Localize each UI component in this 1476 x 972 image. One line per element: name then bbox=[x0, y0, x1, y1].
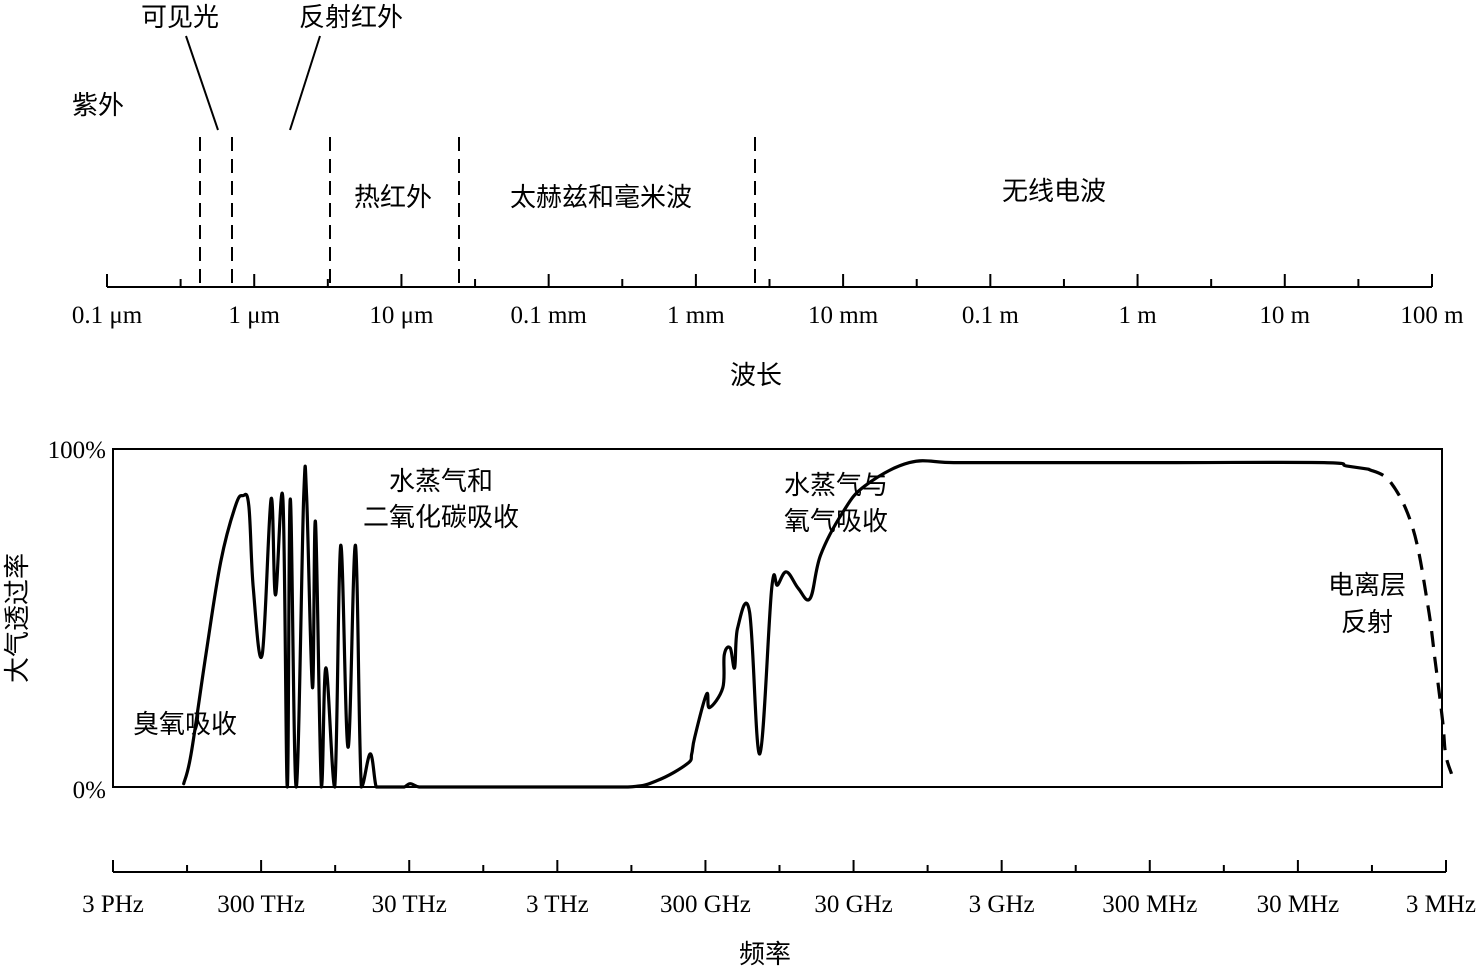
y-tick-label-0: 0% bbox=[73, 777, 106, 804]
thermal-ir-label: 热红外 bbox=[354, 183, 432, 212]
wavelength-tick-label: 1 m bbox=[1118, 302, 1157, 329]
ozone-annotation: 臭氧吸收 bbox=[133, 710, 237, 739]
frequency-tick-label: 30 THz bbox=[372, 891, 447, 918]
band-labels: 紫外 可见光 反射红外 热红外 太赫兹和毫米波 无线电波 bbox=[72, 3, 1106, 212]
wavelength-tick-label: 0.1 m bbox=[962, 302, 1020, 329]
ionosphere-reflection-curve bbox=[1367, 467, 1454, 775]
y-tick-label-100: 100% bbox=[48, 437, 106, 464]
reflected-ir-leader-line bbox=[289, 35, 321, 131]
frequency-tick-label: 30 MHz bbox=[1257, 891, 1340, 918]
atmospheric-transmission-curve bbox=[182, 459, 1371, 789]
plot-frame bbox=[112, 448, 1443, 788]
wavelength-scale: 0.1 μm 1 μm 10 μm 0.1 mm 1 mm 10 mm 0.1 m 1 m 10… bbox=[72, 274, 1464, 390]
thz-mm-label: 太赫兹和毫米波 bbox=[510, 183, 692, 212]
frequency-tick-label: 300 THz bbox=[217, 891, 305, 918]
h2o-co2-annotation-line2: 二氧化碳吸收 bbox=[363, 503, 519, 532]
wavelength-tick-label: 10 μm bbox=[369, 302, 434, 329]
frequency-axis-label: 频率 bbox=[739, 940, 791, 969]
frequency-tick-label: 3 PHz bbox=[82, 891, 144, 918]
h2o-co2-annotation-line1: 水蒸气和 bbox=[389, 467, 493, 496]
wavelength-tick-label: 100 m bbox=[1400, 302, 1464, 329]
wavelength-tick-label: 10 mm bbox=[808, 302, 879, 329]
frequency-tick-label: 3 GHz bbox=[969, 891, 1035, 918]
band-boundaries bbox=[199, 137, 756, 287]
wavelength-tick-label: 0.1 μm bbox=[72, 302, 143, 329]
uv-label: 紫外 bbox=[72, 91, 124, 120]
wavelength-tick-label: 0.1 mm bbox=[510, 302, 587, 329]
frequency-tick-label: 300 MHz bbox=[1102, 891, 1197, 918]
frequency-tick-label: 300 GHz bbox=[660, 891, 751, 918]
wavelength-axis-label: 波长 bbox=[730, 361, 782, 390]
wavelength-tick-label: 10 m bbox=[1259, 302, 1310, 329]
frequency-tick-labels: 3 PHz 300 THz 30 THz 3 THz 300 GHz 30 GHz 3 GH… bbox=[82, 891, 1476, 918]
ionosphere-annotation-line2: 反射 bbox=[1341, 608, 1393, 637]
frequency-ticks bbox=[112, 860, 1447, 872]
h2o-o2-annotation-line2: 氧气吸收 bbox=[784, 507, 888, 536]
reflected-ir-label: 反射红外 bbox=[299, 3, 403, 32]
transmission-chart: 100% 0% 大气透过率 臭氧吸收 水蒸气和 二氧化碳吸收 水蒸气与 氧气吸收… bbox=[3, 437, 1454, 804]
visible-label: 可见光 bbox=[141, 3, 219, 32]
wavelength-ticks bbox=[106, 274, 1433, 287]
visible-leader-line bbox=[185, 35, 219, 131]
frequency-tick-label: 3 MHz bbox=[1406, 891, 1476, 918]
frequency-tick-label: 30 GHz bbox=[814, 891, 892, 918]
h2o-o2-annotation-line1: 水蒸气与 bbox=[784, 471, 888, 500]
frequency-scale: 3 PHz 300 THz 30 THz 3 THz 300 GHz 30 GHz 3 GH… bbox=[82, 860, 1476, 969]
ionosphere-annotation-line1: 电离层 bbox=[1328, 571, 1406, 600]
radio-label: 无线电波 bbox=[1002, 177, 1106, 206]
wavelength-tick-label: 1 μm bbox=[228, 302, 280, 329]
transmission-series bbox=[182, 459, 1454, 789]
wavelength-tick-labels: 0.1 μm 1 μm 10 μm 0.1 mm 1 mm 10 mm 0.1 m 1 m 10… bbox=[72, 302, 1464, 329]
frequency-tick-label: 3 THz bbox=[526, 891, 589, 918]
y-axis-label: 大气透过率 bbox=[3, 553, 32, 683]
wavelength-tick-label: 1 mm bbox=[667, 302, 725, 329]
